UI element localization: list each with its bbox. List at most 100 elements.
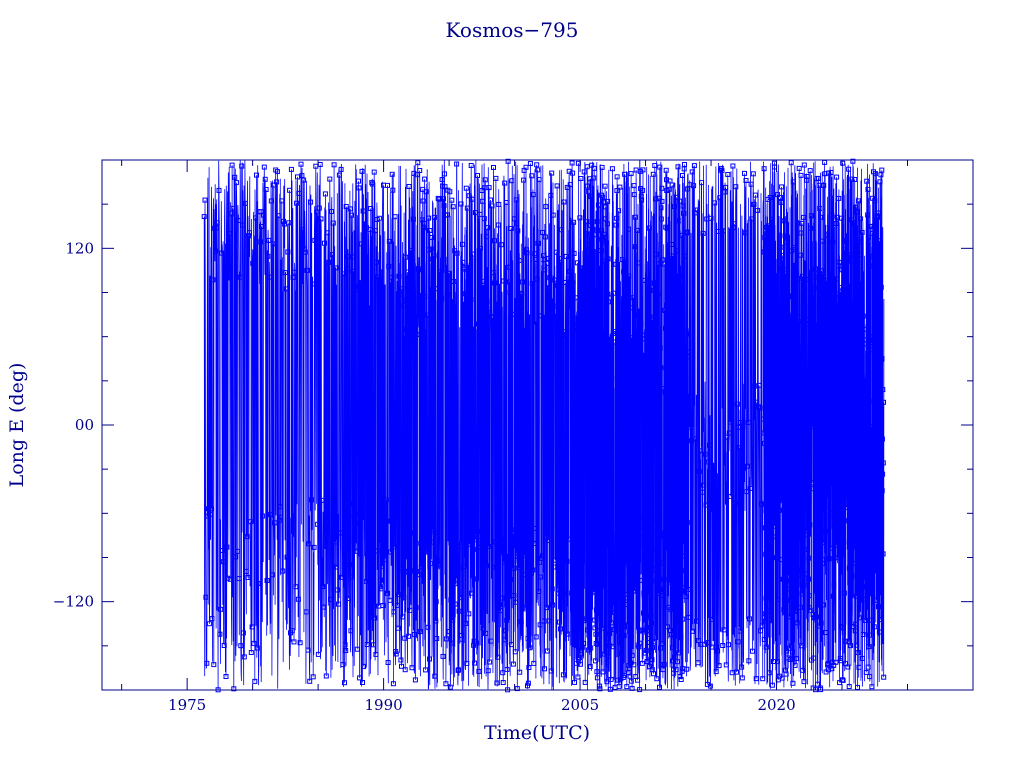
data-point [825, 380, 831, 386]
data-point [632, 244, 638, 250]
data-point [274, 169, 280, 175]
data-point [453, 525, 459, 531]
data-point [616, 317, 622, 323]
data-point [657, 586, 663, 592]
data-point [542, 267, 548, 273]
data-point [769, 216, 775, 222]
data-point [605, 299, 611, 305]
data-point [777, 557, 783, 563]
data-point [540, 230, 545, 235]
data-point [675, 593, 681, 599]
data-point [736, 445, 742, 451]
data-point [351, 501, 357, 507]
data-point [832, 477, 838, 483]
data-point [641, 610, 646, 616]
data-point [815, 175, 821, 181]
data-point [630, 552, 636, 558]
y-tick-label: −120 [53, 593, 94, 611]
data-point [685, 229, 691, 235]
data-point [786, 389, 792, 395]
data-point [773, 517, 779, 523]
data-point [773, 385, 779, 391]
data-point [793, 656, 799, 662]
data-point [622, 602, 628, 607]
data-point [618, 344, 624, 350]
data-point [609, 573, 615, 579]
data-point [487, 659, 493, 665]
data-point [822, 466, 828, 472]
data-point [827, 510, 833, 516]
data-point [492, 280, 498, 286]
data-point [792, 416, 798, 422]
data-point [349, 212, 354, 218]
data-point [766, 670, 772, 676]
data-point [699, 180, 705, 186]
data-point [691, 163, 697, 169]
data-point [513, 197, 519, 203]
data-point [410, 288, 415, 294]
data-point [309, 281, 315, 287]
data-point [361, 507, 367, 513]
data-point [843, 418, 849, 424]
data-point [243, 568, 249, 574]
data-point [846, 166, 852, 172]
data-point [785, 319, 791, 325]
data-point [485, 225, 491, 231]
data-point [821, 183, 827, 188]
data-point [567, 268, 573, 274]
data-point [514, 221, 520, 227]
data-point [747, 485, 753, 491]
data-point [653, 316, 659, 322]
data-point [875, 269, 881, 275]
data-point [844, 255, 850, 261]
data-point [843, 361, 849, 367]
data-point [847, 604, 853, 610]
data-point [372, 228, 378, 234]
data-point [722, 189, 728, 195]
data-point [310, 674, 316, 680]
data-point [519, 291, 525, 297]
data-point [306, 541, 312, 547]
data-point [801, 582, 807, 588]
data-point [475, 173, 480, 178]
data-point [834, 276, 840, 282]
data-point [578, 543, 584, 549]
data-point [783, 403, 789, 409]
data-point [419, 313, 425, 319]
data-point [869, 521, 874, 526]
data-point [856, 664, 862, 670]
data-point [596, 297, 602, 303]
data-point [866, 644, 872, 650]
data-point [834, 174, 840, 180]
data-point [543, 204, 549, 210]
data-point [777, 332, 783, 338]
data-point [369, 181, 375, 187]
data-point [691, 183, 697, 189]
data-point [776, 507, 782, 513]
data-point [544, 648, 550, 654]
data-point [832, 436, 838, 442]
data-point [781, 310, 787, 316]
data-point [836, 259, 842, 265]
data-point [433, 618, 439, 624]
data-point [720, 643, 726, 648]
data-point [838, 285, 844, 291]
data-point [626, 628, 632, 634]
data-point [545, 538, 551, 543]
data-point [427, 228, 433, 233]
data-point [773, 534, 779, 540]
data-point [478, 544, 484, 550]
data-point [828, 545, 834, 551]
data-point [857, 615, 862, 621]
data-point [876, 317, 882, 323]
data-point [811, 655, 817, 661]
data-point [292, 269, 298, 275]
data-point [565, 276, 571, 282]
data-point [507, 279, 512, 285]
data-point [801, 214, 807, 220]
data-point [854, 642, 860, 648]
data-point [254, 172, 259, 178]
data-point [588, 194, 594, 200]
data-point [737, 628, 743, 634]
data-point [659, 593, 664, 598]
